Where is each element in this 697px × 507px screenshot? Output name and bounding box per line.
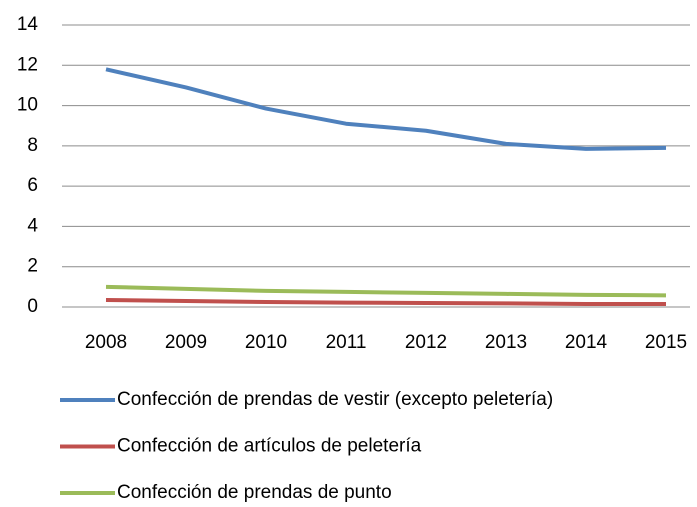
legend-label: Confección de artículos de peletería: [117, 436, 422, 457]
x-tick-label: 2014: [565, 332, 608, 353]
x-tick-label: 2011: [326, 332, 367, 353]
y-tick-label: 0: [27, 296, 38, 317]
y-tick-label: 14: [17, 14, 39, 35]
x-tick-label: 2008: [85, 332, 127, 353]
x-tick-label: 2012: [405, 332, 447, 353]
legend-label: Confección de prendas de punto: [117, 482, 392, 503]
series-line: [105, 67, 667, 151]
series-line: [105, 297, 666, 306]
legend-label: Confección de prendas de vestir (excepto…: [117, 389, 553, 410]
y-tick-label: 6: [27, 175, 38, 196]
y-tick-label: 2: [27, 256, 38, 277]
y-tick-label: 4: [27, 215, 38, 236]
x-tick-label: 2015: [645, 332, 687, 353]
y-tick-label: 8: [27, 135, 38, 156]
x-tick-label: 2009: [165, 332, 207, 353]
x-tick-label: 2013: [485, 332, 527, 353]
y-tick-label: 12: [17, 54, 38, 75]
x-tick-label: 2010: [245, 332, 287, 353]
series-line: [105, 284, 667, 298]
y-tick-label: 10: [17, 95, 38, 116]
